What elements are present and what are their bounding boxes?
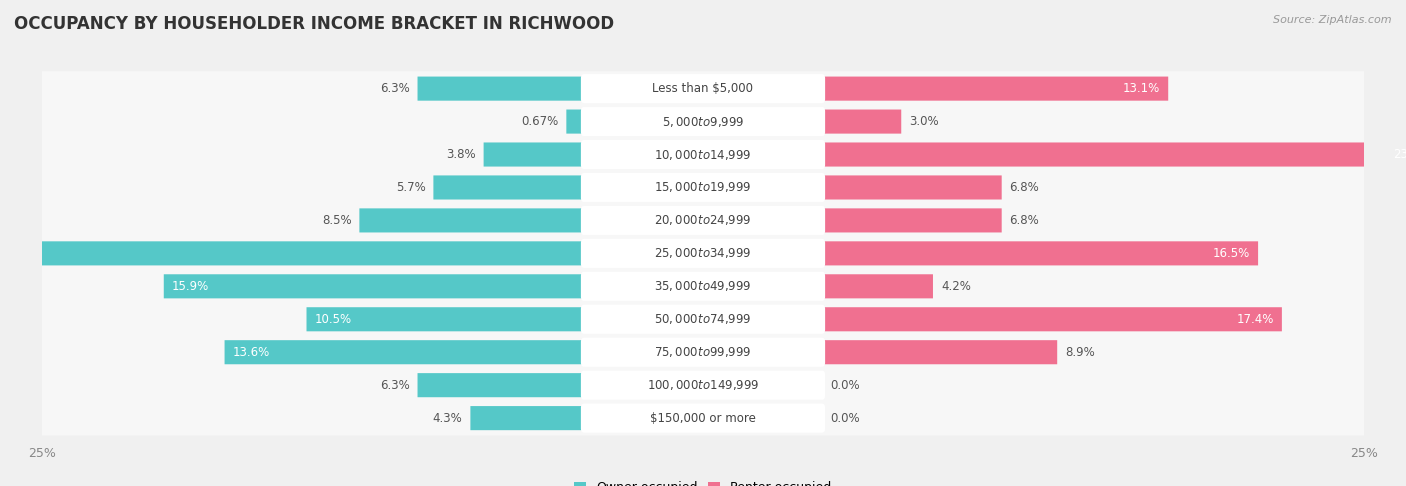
FancyBboxPatch shape bbox=[581, 173, 825, 202]
FancyBboxPatch shape bbox=[581, 140, 825, 169]
FancyBboxPatch shape bbox=[581, 305, 825, 334]
FancyBboxPatch shape bbox=[360, 208, 583, 232]
FancyBboxPatch shape bbox=[823, 242, 1258, 265]
Text: 3.8%: 3.8% bbox=[446, 148, 475, 161]
FancyBboxPatch shape bbox=[823, 77, 1168, 101]
Text: 0.67%: 0.67% bbox=[522, 115, 558, 128]
FancyBboxPatch shape bbox=[471, 406, 583, 430]
FancyBboxPatch shape bbox=[225, 340, 583, 364]
FancyBboxPatch shape bbox=[581, 338, 825, 367]
FancyBboxPatch shape bbox=[38, 104, 1368, 139]
FancyBboxPatch shape bbox=[823, 208, 1001, 232]
Text: Less than $5,000: Less than $5,000 bbox=[652, 82, 754, 95]
Text: 6.8%: 6.8% bbox=[1010, 181, 1039, 194]
FancyBboxPatch shape bbox=[567, 109, 583, 134]
Text: 10.5%: 10.5% bbox=[315, 313, 352, 326]
Legend: Owner-occupied, Renter-occupied: Owner-occupied, Renter-occupied bbox=[568, 476, 838, 486]
Text: $15,000 to $19,999: $15,000 to $19,999 bbox=[654, 180, 752, 194]
Text: $5,000 to $9,999: $5,000 to $9,999 bbox=[662, 115, 744, 129]
FancyBboxPatch shape bbox=[581, 74, 825, 103]
FancyBboxPatch shape bbox=[823, 307, 1282, 331]
Text: $35,000 to $49,999: $35,000 to $49,999 bbox=[654, 279, 752, 294]
Text: 5.7%: 5.7% bbox=[395, 181, 426, 194]
Text: 4.3%: 4.3% bbox=[433, 412, 463, 425]
FancyBboxPatch shape bbox=[823, 340, 1057, 364]
FancyBboxPatch shape bbox=[38, 71, 1368, 106]
Text: 0.0%: 0.0% bbox=[830, 379, 859, 392]
Text: 23.3%: 23.3% bbox=[1393, 148, 1406, 161]
Text: $150,000 or more: $150,000 or more bbox=[650, 412, 756, 425]
Text: OCCUPANCY BY HOUSEHOLDER INCOME BRACKET IN RICHWOOD: OCCUPANCY BY HOUSEHOLDER INCOME BRACKET … bbox=[14, 15, 614, 33]
FancyBboxPatch shape bbox=[823, 142, 1406, 167]
Text: $20,000 to $24,999: $20,000 to $24,999 bbox=[654, 213, 752, 227]
Text: $10,000 to $14,999: $10,000 to $14,999 bbox=[654, 148, 752, 161]
Text: $100,000 to $149,999: $100,000 to $149,999 bbox=[647, 378, 759, 392]
FancyBboxPatch shape bbox=[418, 373, 583, 397]
FancyBboxPatch shape bbox=[38, 236, 1368, 271]
FancyBboxPatch shape bbox=[823, 175, 1001, 200]
FancyBboxPatch shape bbox=[433, 175, 583, 200]
Text: 3.0%: 3.0% bbox=[910, 115, 939, 128]
FancyBboxPatch shape bbox=[581, 107, 825, 136]
FancyBboxPatch shape bbox=[38, 401, 1368, 435]
Text: $50,000 to $74,999: $50,000 to $74,999 bbox=[654, 312, 752, 326]
FancyBboxPatch shape bbox=[38, 368, 1368, 402]
FancyBboxPatch shape bbox=[0, 242, 583, 265]
Text: 13.6%: 13.6% bbox=[232, 346, 270, 359]
Text: 6.3%: 6.3% bbox=[380, 379, 409, 392]
FancyBboxPatch shape bbox=[581, 239, 825, 268]
Text: 4.2%: 4.2% bbox=[941, 280, 970, 293]
Text: 16.5%: 16.5% bbox=[1213, 247, 1250, 260]
FancyBboxPatch shape bbox=[823, 109, 901, 134]
FancyBboxPatch shape bbox=[484, 142, 583, 167]
Text: 15.9%: 15.9% bbox=[172, 280, 209, 293]
FancyBboxPatch shape bbox=[307, 307, 583, 331]
Text: 8.5%: 8.5% bbox=[322, 214, 352, 227]
FancyBboxPatch shape bbox=[38, 269, 1368, 304]
FancyBboxPatch shape bbox=[581, 206, 825, 235]
Text: 6.3%: 6.3% bbox=[380, 82, 409, 95]
FancyBboxPatch shape bbox=[581, 371, 825, 399]
FancyBboxPatch shape bbox=[38, 302, 1368, 337]
FancyBboxPatch shape bbox=[823, 274, 934, 298]
Text: Source: ZipAtlas.com: Source: ZipAtlas.com bbox=[1274, 15, 1392, 25]
Text: $25,000 to $34,999: $25,000 to $34,999 bbox=[654, 246, 752, 260]
FancyBboxPatch shape bbox=[581, 272, 825, 301]
FancyBboxPatch shape bbox=[38, 203, 1368, 238]
Text: 0.0%: 0.0% bbox=[830, 412, 859, 425]
FancyBboxPatch shape bbox=[581, 403, 825, 433]
Text: $75,000 to $99,999: $75,000 to $99,999 bbox=[654, 345, 752, 359]
FancyBboxPatch shape bbox=[38, 335, 1368, 369]
FancyBboxPatch shape bbox=[38, 137, 1368, 172]
FancyBboxPatch shape bbox=[163, 274, 583, 298]
Text: 13.1%: 13.1% bbox=[1123, 82, 1160, 95]
Text: 6.8%: 6.8% bbox=[1010, 214, 1039, 227]
FancyBboxPatch shape bbox=[418, 77, 583, 101]
Text: 8.9%: 8.9% bbox=[1066, 346, 1095, 359]
Text: 17.4%: 17.4% bbox=[1236, 313, 1274, 326]
FancyBboxPatch shape bbox=[38, 170, 1368, 205]
